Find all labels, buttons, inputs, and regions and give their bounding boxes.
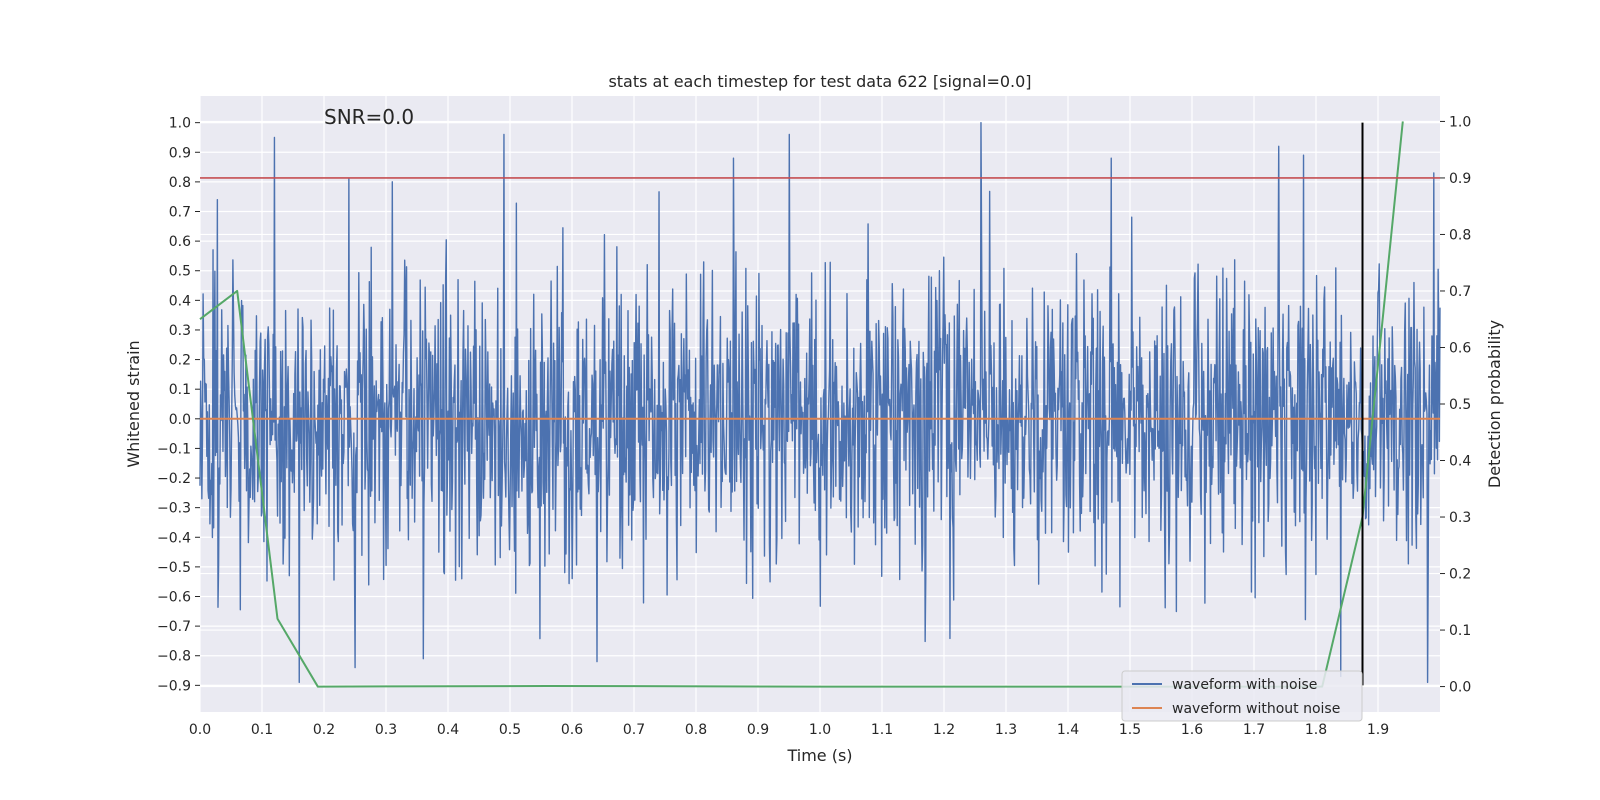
y-tick-label: 0.2 [169,353,191,369]
y-tick-label: 0.3 [169,323,191,339]
legend-label-clean: waveform without noise [1172,701,1340,717]
x-tick-label: 1.0 [809,722,831,738]
x-tick-label: 1.3 [995,722,1017,738]
y-tick-label: 1.0 [169,116,191,132]
y-tick-label: −0.7 [157,619,191,635]
snr-annotation: SNR=0.0 [324,105,414,129]
y-tick-label: 0.5 [169,264,191,280]
x-tick-label: 0.1 [251,722,273,738]
x-tick-label: 0.8 [685,722,707,738]
x-tick-label: 1.8 [1305,722,1327,738]
x-tick-label: 1.2 [933,722,955,738]
x-tick-label: 0.5 [499,722,521,738]
y2-tick-label: 0.0 [1449,680,1471,696]
x-tick-label: 1.9 [1367,722,1389,738]
series-layer [199,121,1441,688]
y2-tick-label: 0.2 [1449,567,1471,583]
x-tick-label: 0.0 [189,722,211,738]
x-tick-label: 0.2 [313,722,335,738]
y2-tick-label: 0.6 [1449,340,1471,356]
y-axis-ticks: 1.0 0.9 0.8 0.7 0.6 0.5 0.4 0.3 0.2 0.1 0.0 −0.1 −0.… [157,116,200,694]
y2-axis-label: Detection probability [1485,320,1504,488]
y-tick-label: −0.6 [157,590,191,606]
y2-axis-ticks: 1.0 0.9 0.8 0.7 0.6 0.5 0.4 0.3 0.2 0.1 0.0 [1440,114,1471,696]
y2-tick-label: 0.9 [1449,171,1471,187]
y2-tick-label: 0.8 [1449,227,1471,243]
x-tick-label: 1.7 [1243,722,1265,738]
y-tick-label: 0.8 [169,175,191,191]
series-line-waveform-with-noise [199,121,1441,684]
y-tick-label: −0.3 [157,501,191,517]
y2-tick-label: 0.3 [1449,510,1471,526]
y-tick-label: −0.5 [157,560,191,576]
y2-tick-label: 0.4 [1449,454,1471,470]
y-tick-label: 0.7 [169,205,191,221]
y-tick-label: −0.8 [157,649,191,665]
x-tick-label: 0.9 [747,722,769,738]
x-tick-label: 1.1 [871,722,893,738]
y-tick-label: −0.9 [157,678,191,694]
y-tick-label: −0.2 [157,471,191,487]
series-line-detection-probability [199,121,1404,688]
y-tick-label: 0.4 [169,293,191,309]
x-axis-label: Time (s) [786,746,852,765]
y-tick-label: −0.4 [157,530,191,546]
legend-label-noise: waveform with noise [1172,677,1317,693]
y-tick-label: 0.6 [169,234,191,250]
y-tick-label: 0.0 [169,412,191,428]
x-tick-label: 0.4 [437,722,459,738]
y-axis-label: Whitened strain [124,340,143,467]
x-tick-label: 0.7 [623,722,645,738]
y2-tick-label: 0.1 [1449,623,1471,639]
legend: waveform with noise waveform without noi… [1121,670,1363,722]
x-tick-label: 0.3 [375,722,397,738]
y-tick-label: 0.9 [169,145,191,161]
y2-tick-label: 0.5 [1449,397,1471,413]
x-tick-label: 1.5 [1119,722,1141,738]
y-tick-label: −0.1 [157,441,191,457]
x-tick-label: 1.6 [1181,722,1203,738]
legend-box [1121,670,1363,722]
y2-tick-label: 1.0 [1449,114,1471,130]
x-axis-ticks: 0.0 0.1 0.2 0.3 0.4 0.5 0.6 0.7 0.8 0.9 1.0 1.1 1.2 1… [189,722,1389,738]
y2-tick-label: 0.7 [1449,284,1471,300]
y-tick-label: 0.1 [169,382,191,398]
chart-title: stats at each timestep for test data 622… [608,72,1031,91]
x-tick-label: 1.4 [1057,722,1079,738]
x-tick-label: 0.6 [561,722,583,738]
